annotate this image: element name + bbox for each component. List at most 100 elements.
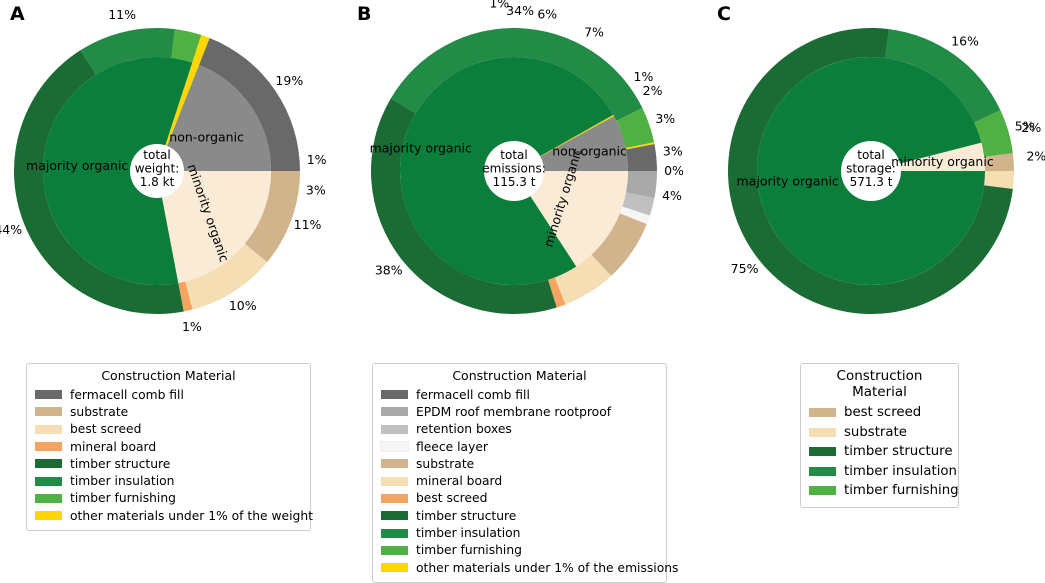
inner-wedge-minority-organic (514, 171, 628, 267)
outer-wedge-timber-insulation (390, 28, 643, 121)
inner-wedge-non-organic (157, 65, 271, 171)
legend-swatch (809, 408, 836, 418)
pct-label-retention-boxes: 2% (643, 83, 663, 98)
legend-label: other materials under 1% of the emission… (416, 560, 679, 575)
outer-wedge-other-materials-under-1-of-the-weight (192, 34, 210, 66)
pct-label-substrate: 2% (1021, 120, 1041, 135)
legend-label: fermacell comb fill (70, 387, 184, 402)
legend-label: retention boxes (416, 422, 512, 437)
legend-swatch (35, 511, 62, 521)
inner-wedge-other (157, 62, 199, 171)
legend-label: timber insulation (416, 526, 521, 541)
legend-swatch (35, 442, 62, 452)
legend-title: Construction Material (101, 368, 236, 383)
legend-label: fleece layer (416, 439, 488, 454)
outer-wedge-timber-furnishing (616, 108, 655, 149)
pct-label-mineral-board: 1% (182, 319, 202, 334)
outer-wedge-timber-insulation (80, 27, 175, 75)
legend-item-substrate: substrate (809, 423, 950, 443)
pct-label-epdm-roof-membrane-rootproof: 3% (655, 111, 675, 126)
outer-wedge-retention-boxes (622, 192, 655, 216)
inner-label-majority-organic: majority organic (26, 158, 128, 173)
legend-item-substrate: substrate (381, 455, 658, 472)
legend-panel-b: Construction Material fermacell comb fil… (372, 363, 678, 583)
legend-label: mineral board (416, 474, 503, 489)
inner-wedge-non-organic (514, 116, 628, 171)
legend-item-epdm-roof-membrane-rootproof: EPDM roof membrane rootproof (381, 403, 658, 420)
center-hole (484, 141, 544, 201)
outer-wedge-fermacell-comb-fill (625, 143, 657, 171)
outer-wedge-fleece-layer (619, 206, 650, 225)
legend-swatch (381, 563, 408, 573)
legend-panel-a: Construction Material fermacell comb fil… (26, 363, 313, 532)
legend-label: timber furnishing (844, 483, 959, 499)
legend-items: fermacell comb fill substrate best screed m… (35, 386, 313, 524)
legend-label: timber structure (416, 508, 517, 523)
outer-wedge-substrate (244, 171, 300, 263)
legend-swatch (809, 447, 836, 457)
legend-swatch (809, 427, 836, 437)
pct-label-best-screed: 1% (489, 0, 509, 11)
pct-label-timber-insulation: 16% (951, 34, 979, 49)
legend-swatch (381, 493, 408, 503)
inner-label-majority-organic: majority organic (737, 174, 839, 189)
panel-label: C (717, 3, 731, 25)
legend-swatch (381, 424, 408, 434)
pct-label-timber-furnishing: 5% (1015, 118, 1035, 133)
pct-label-timber-structure: 75% (731, 261, 759, 276)
legend-swatch (35, 424, 62, 434)
legend-title: Construction Material (836, 368, 923, 400)
legend-title: Construction Material (452, 368, 587, 383)
panel-label: B (357, 3, 371, 25)
pct-label-other-materials-under-1-of-the-weight: 1% (307, 152, 327, 167)
legend-item-fermacell-comb-fill: fermacell comb fill (381, 386, 658, 403)
legend-label: timber insulation (844, 463, 957, 479)
legend-item-best-screed: best screed (809, 403, 950, 423)
outer-wedge-timber-furnishing (974, 110, 1013, 157)
outer-wedge-timber-furnishing (171, 29, 202, 63)
legend-item-best-screed: best screed (35, 421, 302, 438)
legend-item-other-materials-under-1-of-the-emissions: other materials under 1% of the emission… (381, 559, 678, 576)
legend-swatch (35, 390, 62, 400)
legend-label: fermacell comb fill (416, 387, 530, 402)
pct-label-timber-insulation: 11% (108, 7, 136, 22)
pct-label-best-screed: 10% (229, 298, 257, 313)
center-label: total storage: 571.3 t (846, 148, 896, 189)
pct-label-fleece-layer: 1% (634, 69, 654, 84)
legend-item-retention-boxes: retention boxes (381, 421, 658, 438)
outer-wedge-substrate (591, 213, 647, 276)
legend-label: mineral board (70, 439, 157, 454)
pct-label-mineral-board: 6% (537, 6, 557, 21)
legend-item-timber-structure: timber structure (35, 455, 302, 472)
legend-label: EPDM roof membrane rootproof (416, 404, 612, 419)
outer-wedge-epdm-roof-membrane-rootproof (625, 171, 657, 199)
legend-swatch (35, 493, 62, 503)
legend-item-other-materials-under-1-of-the-weight: other materials under 1% of the weight (35, 507, 313, 524)
legend-item-mineral-board: mineral board (381, 472, 658, 489)
center-hole (130, 144, 184, 198)
pct-label-timber-structure: 44% (0, 222, 22, 237)
legend-label: best screed (70, 422, 142, 437)
pct-label-timber-structure: 38% (375, 263, 403, 278)
legend-swatch (380, 441, 409, 453)
legend-item-timber-insulation: timber insulation (35, 472, 302, 489)
legend-label: best screed (416, 491, 488, 506)
legend-swatch (809, 466, 836, 476)
legend-item-fermacell-comb-fill: fermacell comb fill (35, 386, 302, 403)
legend-swatch (35, 407, 62, 417)
outer-wedge-best-screed (548, 277, 566, 308)
legend-label: substrate (416, 456, 475, 471)
legend-label: timber furnishing (416, 543, 522, 558)
legend-swatch (35, 476, 62, 486)
legend-item-fleece-layer: fleece layer (380, 438, 658, 455)
inner-wedge-minority-organic (157, 171, 271, 283)
legend-items: fermacell comb fill EPDM roof membrane ro… (380, 386, 678, 576)
legend-swatch (381, 511, 408, 521)
outer-wedge-best-screed (185, 243, 268, 310)
legend-item-timber-structure: timber structure (381, 507, 658, 524)
legend-item-timber-furnishing: timber furnishing (35, 490, 302, 507)
outer-wedge-mineral-board (554, 254, 612, 305)
inner-label-majority-organic: majority organic (370, 140, 472, 155)
